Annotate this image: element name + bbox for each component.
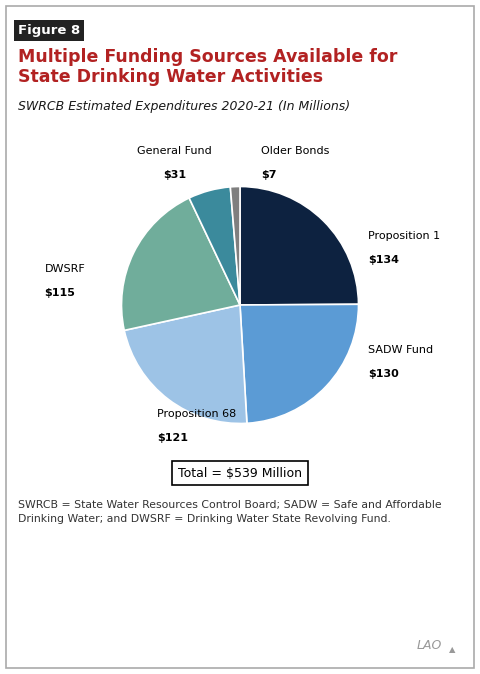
Text: $7: $7: [261, 170, 277, 180]
Text: SADW Fund: SADW Fund: [368, 345, 433, 355]
Text: Figure 8: Figure 8: [18, 24, 80, 37]
Wedge shape: [124, 305, 247, 423]
Wedge shape: [121, 198, 240, 330]
Text: $115: $115: [45, 288, 75, 298]
Wedge shape: [240, 304, 359, 423]
Text: $31: $31: [163, 170, 186, 180]
Text: $121: $121: [157, 433, 188, 443]
Text: SWRCB = State Water Resources Control Board; SADW = Safe and Affordable
Drinking: SWRCB = State Water Resources Control Bo…: [18, 500, 442, 524]
Text: Total = $539 Million: Total = $539 Million: [178, 467, 302, 480]
Text: DWSRF: DWSRF: [45, 264, 85, 274]
Text: Multiple Funding Sources Available for
State Drinking Water Activities: Multiple Funding Sources Available for S…: [18, 48, 397, 86]
Wedge shape: [240, 187, 359, 305]
Wedge shape: [189, 187, 240, 305]
Text: Older Bonds: Older Bonds: [261, 146, 330, 156]
Text: ▲: ▲: [448, 645, 455, 654]
Text: $130: $130: [368, 369, 399, 379]
Text: General Fund: General Fund: [137, 146, 212, 156]
Text: $134: $134: [368, 255, 399, 265]
Text: Proposition 68: Proposition 68: [157, 409, 236, 419]
Text: SWRCB Estimated Expenditures 2020-21 (In Millions): SWRCB Estimated Expenditures 2020-21 (In…: [18, 100, 350, 113]
Text: Proposition 1: Proposition 1: [368, 231, 440, 241]
Text: LAO: LAO: [417, 639, 442, 652]
Wedge shape: [230, 187, 240, 305]
